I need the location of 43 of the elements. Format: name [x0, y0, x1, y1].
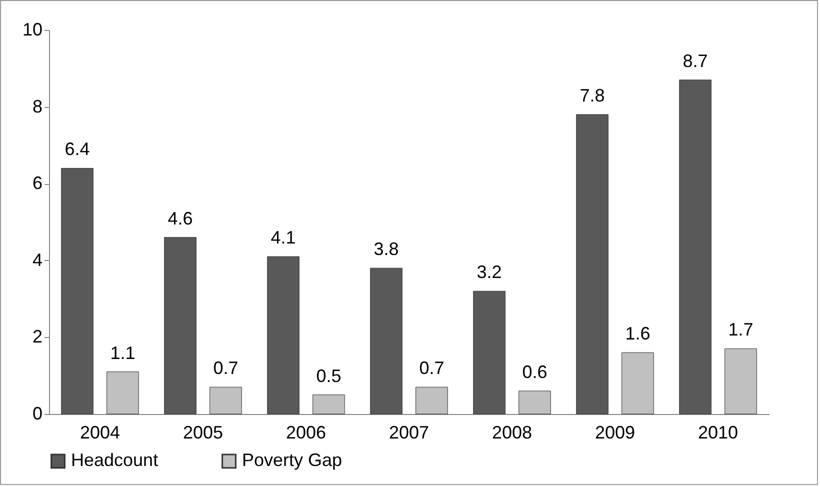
- y-tick-label: 10: [22, 20, 42, 40]
- x-tick-label: 2009: [594, 422, 636, 442]
- data-label: 8.7: [682, 50, 708, 71]
- data-label: 1.7: [728, 320, 754, 340]
- y-tick-label: 8: [32, 96, 42, 116]
- y-tick-label: 0: [32, 404, 42, 424]
- bar: [267, 256, 300, 414]
- y-tick-label: 4: [32, 250, 42, 270]
- bar: [164, 237, 196, 414]
- legend-label: Poverty Gap: [242, 450, 342, 470]
- x-tick-label: 2005: [182, 422, 224, 442]
- y-tick-label: 6: [32, 173, 42, 194]
- bar: [679, 80, 712, 414]
- x-tick-label: 2006: [286, 422, 326, 442]
- x-tick-label: 2008: [492, 422, 532, 442]
- x-tick-label: 2004: [80, 422, 120, 442]
- bar: [473, 290, 506, 414]
- data-label: 0.5: [316, 366, 342, 386]
- data-label: 7.8: [580, 85, 605, 106]
- data-label: 3.8: [374, 239, 399, 260]
- data-label: 4.1: [270, 228, 296, 248]
- bar: [416, 386, 448, 414]
- bar: [724, 348, 757, 414]
- x-tick-label: 2007: [388, 422, 430, 442]
- data-label: 0.6: [522, 362, 548, 382]
- data-label: 0.7: [213, 358, 238, 378]
- data-label: 3.2: [476, 262, 502, 282]
- legend-label: Headcount: [71, 450, 158, 470]
- bar: [370, 268, 402, 414]
- bar: [106, 372, 139, 414]
- y-tick-label: 2: [32, 326, 42, 347]
- data-label: 1.6: [625, 324, 650, 344]
- data-label: 0.7: [419, 358, 444, 378]
- bar: [518, 390, 551, 414]
- bar: [622, 352, 654, 414]
- data-label: 4.6: [168, 208, 193, 228]
- bar: [576, 114, 608, 414]
- x-tick-label: 2010: [698, 422, 738, 442]
- bar: [61, 168, 94, 414]
- data-label: 1.1: [110, 342, 136, 363]
- bar: [210, 386, 242, 414]
- bar: [312, 394, 345, 414]
- data-label: 6.4: [64, 139, 90, 160]
